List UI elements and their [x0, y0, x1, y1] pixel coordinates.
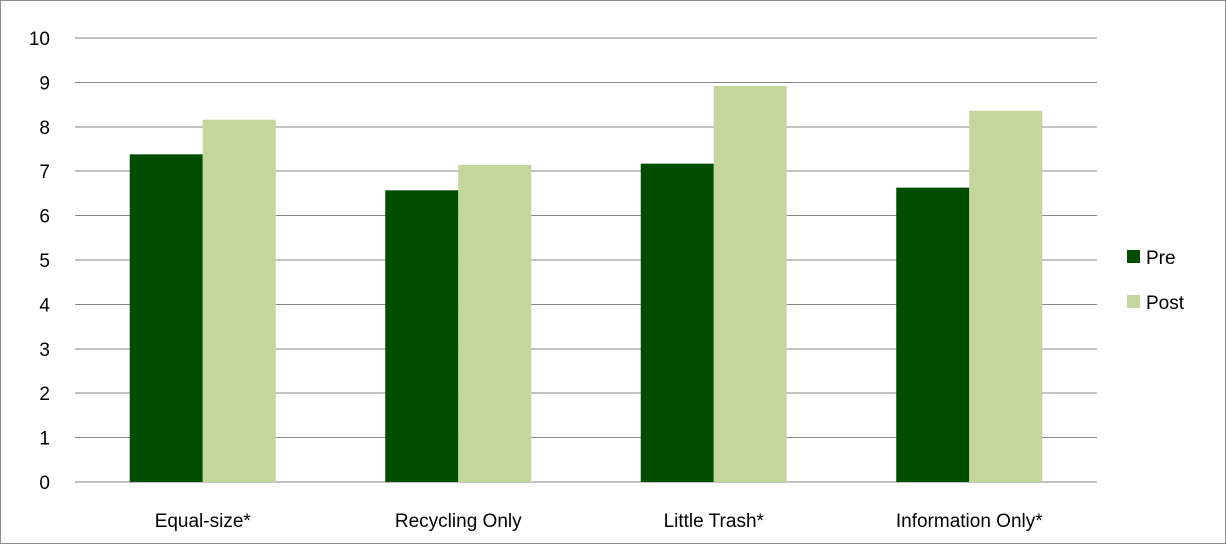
x-axis-categories: Equal-size* Recycling Only Little Trash* In…	[155, 511, 1044, 532]
legend: Pre Post	[1127, 248, 1185, 314]
y-tick-label-8: 8	[39, 118, 50, 139]
y-tick-label-1: 1	[39, 429, 50, 450]
x-category-label-1: Recycling Only	[395, 511, 522, 532]
bar-pre-1	[385, 190, 459, 483]
y-tick-label-5: 5	[39, 251, 50, 272]
legend-swatch-post	[1127, 295, 1140, 308]
bar-pre-2	[640, 163, 714, 483]
bars	[129, 85, 1043, 483]
bar-pre-0	[129, 154, 203, 482]
y-tick-label-6: 6	[39, 207, 50, 228]
y-tick-label-7: 7	[39, 162, 50, 183]
y-tick-label-9: 9	[39, 73, 50, 94]
bar-post-1	[458, 164, 532, 482]
bar-post-2	[713, 85, 787, 483]
x-category-label-0: Equal-size*	[155, 511, 252, 532]
bar-pre-3	[896, 187, 970, 483]
x-category-label-2: Little Trash*	[664, 511, 765, 532]
bar-post-3	[969, 110, 1043, 482]
legend-label-post: Post	[1146, 293, 1185, 314]
y-tick-label-10: 10	[29, 29, 50, 50]
bar-post-0	[202, 119, 276, 483]
y-tick-label-3: 3	[39, 340, 50, 361]
y-tick-label-4: 4	[39, 295, 50, 316]
legend-label-pre: Pre	[1146, 248, 1176, 269]
legend-swatch-pre	[1127, 250, 1140, 263]
y-axis-ticks: 0 1 2 3 4 5 6 7 8 9 10	[29, 29, 51, 494]
x-category-label-3: Information Only*	[896, 511, 1043, 532]
y-tick-label-0: 0	[39, 473, 50, 494]
y-tick-label-2: 2	[39, 384, 50, 405]
